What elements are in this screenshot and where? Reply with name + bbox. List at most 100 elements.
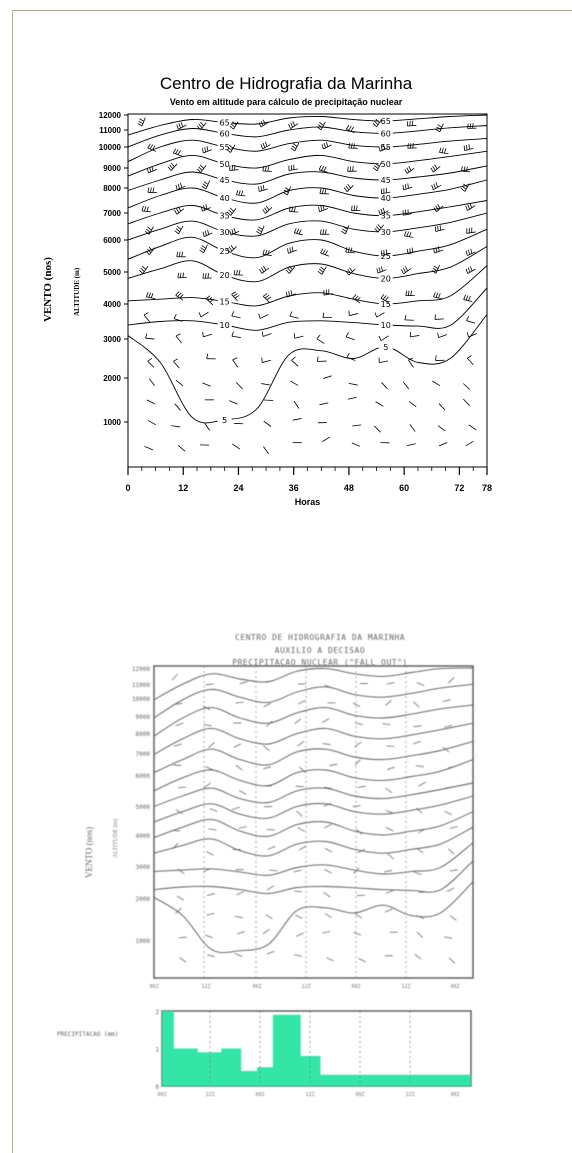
wind-barb xyxy=(407,125,417,127)
wind-barb-feather xyxy=(262,119,266,125)
wind-barb-feather xyxy=(289,311,293,317)
wind-barb-feather xyxy=(172,148,177,154)
wind-barb-feather xyxy=(198,123,203,129)
chart2-wind-barb xyxy=(416,847,424,854)
chart2-wind-barb xyxy=(444,811,453,815)
contour-line-15 xyxy=(127,265,488,307)
chart2-wind-barb xyxy=(449,869,458,872)
chart2-wind-barb xyxy=(299,766,306,773)
chart2-wind-barb xyxy=(385,787,393,794)
wind-barb-feather xyxy=(146,228,151,233)
wind-barb-feather xyxy=(176,208,180,213)
contour-label-bg xyxy=(217,143,232,151)
chart2-wind-barb xyxy=(265,914,273,920)
wind-barb-feather xyxy=(318,124,323,128)
contour-label: 60 xyxy=(381,129,391,138)
wind-barb-feather xyxy=(167,166,172,171)
wind-barb xyxy=(170,163,178,171)
wind-barb-feather xyxy=(460,166,463,172)
wind-barb xyxy=(204,422,210,431)
wind-barb-feather xyxy=(175,184,178,190)
chart1-ytick-label: 10000 xyxy=(99,143,122,152)
wind-barb-feather xyxy=(347,166,349,172)
wind-barb xyxy=(202,382,211,387)
wind-barb-feather xyxy=(342,228,347,232)
chart2-wind-barb xyxy=(209,808,218,812)
wind-barb xyxy=(178,124,187,130)
wind-barb-feather xyxy=(258,122,262,128)
contour-label-bg xyxy=(217,247,232,256)
chart2-wind-barb xyxy=(384,908,393,913)
wind-barb-feather xyxy=(288,123,291,129)
wind-barb-feather xyxy=(177,292,182,297)
wind-barb-feather xyxy=(406,120,409,127)
chart2-wind-barb xyxy=(175,907,182,914)
wind-barb xyxy=(402,381,410,390)
wind-barb xyxy=(260,121,269,128)
wind-barb-feather xyxy=(467,355,472,359)
chart2-contour-line xyxy=(153,704,474,737)
wind-barb xyxy=(373,425,381,433)
wind-barb-feather xyxy=(150,187,152,193)
wind-barb-feather xyxy=(437,124,442,128)
wind-barb-feather xyxy=(266,296,272,301)
wind-barb-feather xyxy=(352,294,357,299)
wind-barb-feather xyxy=(435,205,439,211)
wind-barb-feather xyxy=(147,357,153,362)
wind-barb-feather xyxy=(290,147,296,152)
wind-barb-feather xyxy=(288,206,291,212)
wind-barb xyxy=(380,298,390,303)
chart2-wind-barb xyxy=(208,828,217,831)
wind-barb xyxy=(434,249,444,254)
wind-barb xyxy=(260,314,269,319)
wind-barb-feather xyxy=(465,268,469,274)
wind-barb-feather xyxy=(467,123,469,129)
wind-barb xyxy=(352,297,361,304)
wind-barb-feather xyxy=(319,268,324,273)
chart2-wind-barb xyxy=(324,913,332,918)
wind-barb-feather xyxy=(431,184,434,190)
wind-barb xyxy=(467,205,476,211)
contour-label-bg xyxy=(378,274,393,283)
wind-barb-feather xyxy=(264,141,268,147)
wind-barb xyxy=(319,402,329,406)
wind-barb xyxy=(229,169,239,171)
chart2-wind-barb xyxy=(266,885,275,891)
wind-barb-feather xyxy=(179,294,184,299)
wind-barb-feather xyxy=(435,247,438,253)
wind-barb-feather xyxy=(260,185,262,191)
chart2-wind-barb xyxy=(415,765,424,768)
chart2-wind-barb xyxy=(266,720,273,727)
wind-barb-feather xyxy=(296,228,300,234)
wind-barb-feather xyxy=(435,292,439,298)
chart2-wind-barb xyxy=(238,790,247,795)
wind-barb xyxy=(320,252,330,257)
contour-label-bg xyxy=(378,342,393,351)
wind-barb xyxy=(464,147,474,151)
wind-barb-feather xyxy=(267,250,270,256)
chart2-xtick-label: 00Z xyxy=(252,984,261,990)
wind-barb-feather xyxy=(201,185,207,190)
wind-barb-feather xyxy=(460,188,466,192)
wind-barb-feather xyxy=(319,122,324,126)
chart2-wind-barb xyxy=(236,891,245,896)
wind-barb-feather xyxy=(356,205,358,211)
wind-barb xyxy=(294,142,300,152)
contour-label-bg xyxy=(217,129,232,138)
chart2-wind-barb xyxy=(442,746,450,753)
chart2-wind-barb xyxy=(354,913,363,919)
wind-barb xyxy=(203,333,213,338)
wind-barb xyxy=(146,399,156,405)
wind-barb-feather xyxy=(267,166,270,172)
wind-barb-feather xyxy=(407,183,409,189)
chart1-ytick-label: 12000 xyxy=(99,111,122,120)
wind-barb-feather xyxy=(320,248,324,254)
wind-barb-feather xyxy=(461,185,467,190)
wind-barb-feather xyxy=(209,298,215,303)
wind-barb-feather xyxy=(229,230,232,236)
wind-barb-feather xyxy=(258,313,261,319)
wind-barb-feather xyxy=(262,209,266,214)
chart2-wind-barb xyxy=(296,932,304,937)
wind-barb-feather xyxy=(320,229,322,235)
wind-barb-feather xyxy=(257,228,262,233)
